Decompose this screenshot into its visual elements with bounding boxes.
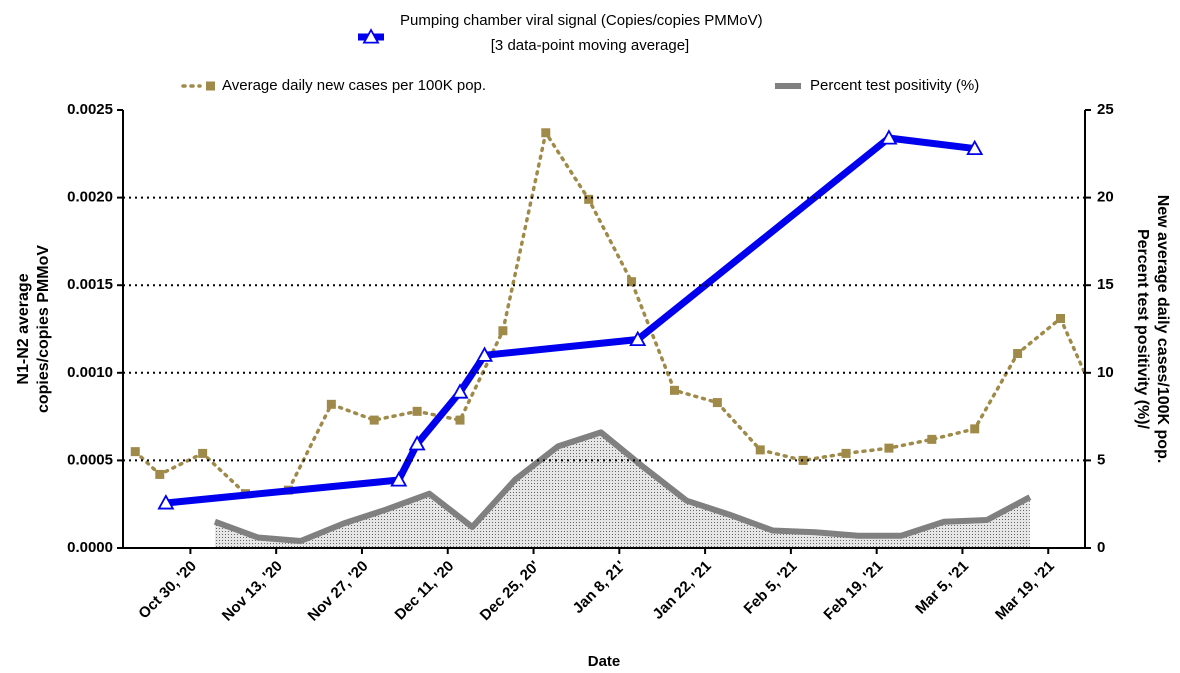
marker — [669, 385, 679, 395]
x-tick-label: Nov 13, '20 — [219, 558, 286, 625]
marker — [326, 399, 336, 409]
area-line — [213, 429, 1032, 544]
y-axis-title: copies/copies PMMoV — [35, 245, 52, 413]
marker — [841, 448, 851, 458]
series-line — [133, 128, 1085, 496]
y-tick-label: 0.0010 — [67, 364, 113, 381]
x-tick-label: Mar 5, '21 — [912, 558, 972, 618]
y2-axis-title: Percent test positivity (%)/ — [1134, 229, 1151, 430]
legend-swatch — [206, 81, 215, 91]
legend-label: Percent test positivity (%) — [810, 77, 979, 94]
marker — [1013, 349, 1023, 359]
marker — [541, 128, 551, 138]
marker — [584, 194, 594, 204]
area — [214, 432, 1030, 548]
marker — [157, 494, 175, 510]
marker — [412, 406, 422, 416]
y-tick-label: 0.0015 — [67, 276, 113, 293]
y-tick-label: 0.0025 — [67, 101, 113, 118]
x-tick-label: Oct 30, '20 — [135, 558, 200, 623]
marker — [475, 346, 494, 362]
marker — [880, 129, 898, 145]
y2-tick-label: 10 — [1097, 364, 1114, 381]
x-tick-label: Jan 22, '21 — [649, 558, 714, 623]
y2-tick-label: 15 — [1097, 276, 1114, 293]
marker — [755, 445, 765, 455]
marker — [451, 383, 469, 399]
marker — [390, 471, 408, 487]
marker — [798, 455, 808, 465]
y2-tick-label: 20 — [1097, 189, 1114, 206]
marker — [408, 435, 426, 451]
marker — [498, 326, 508, 336]
marker — [927, 434, 937, 444]
plot-area — [130, 128, 1108, 548]
marker — [884, 443, 894, 453]
x-tick-label: Dec 25, 20' — [477, 558, 543, 624]
marker — [970, 424, 980, 434]
x-tick-label: Feb 5, '21 — [741, 558, 801, 618]
marker — [627, 277, 637, 287]
x-axis-title: Date — [588, 653, 621, 670]
y2-tick-label: 25 — [1097, 101, 1114, 118]
y-tick-label: 0.0000 — [67, 539, 113, 556]
y-axis-title: N1-N2 average — [15, 273, 32, 384]
y2-tick-label: 0 — [1097, 539, 1105, 556]
y2-tick-label: 5 — [1097, 451, 1105, 468]
y-tick-label: 0.0005 — [67, 451, 113, 468]
y2-axis-title: New average daily cases/100K pop. — [1154, 195, 1171, 464]
marker — [1055, 313, 1065, 323]
marker — [198, 448, 208, 458]
legend-label: Pumping chamber viral signal (Copies/cop… — [400, 12, 763, 29]
legend-label: Average daily new cases per 100K pop. — [222, 77, 486, 94]
x-tick-label: Dec 11, '20 — [392, 558, 458, 624]
x-tick-label: Mar 19, '21 — [992, 558, 1058, 624]
marker — [1099, 410, 1108, 419]
legend-swatch — [362, 28, 380, 44]
x-tick-label: Feb 19, '21 — [820, 558, 886, 624]
x-tick-label: Nov 27, '20 — [305, 558, 372, 625]
marker — [155, 469, 165, 479]
marker — [712, 398, 722, 408]
x-tick-label: Jan 8, 21' — [570, 558, 629, 617]
legend-subtitle: [3 data-point moving average] — [491, 37, 689, 54]
marker — [629, 330, 647, 347]
marker — [455, 415, 465, 425]
marker — [369, 415, 379, 425]
y-tick-label: 0.0020 — [67, 189, 113, 206]
marker — [130, 447, 140, 457]
marker — [966, 139, 984, 156]
